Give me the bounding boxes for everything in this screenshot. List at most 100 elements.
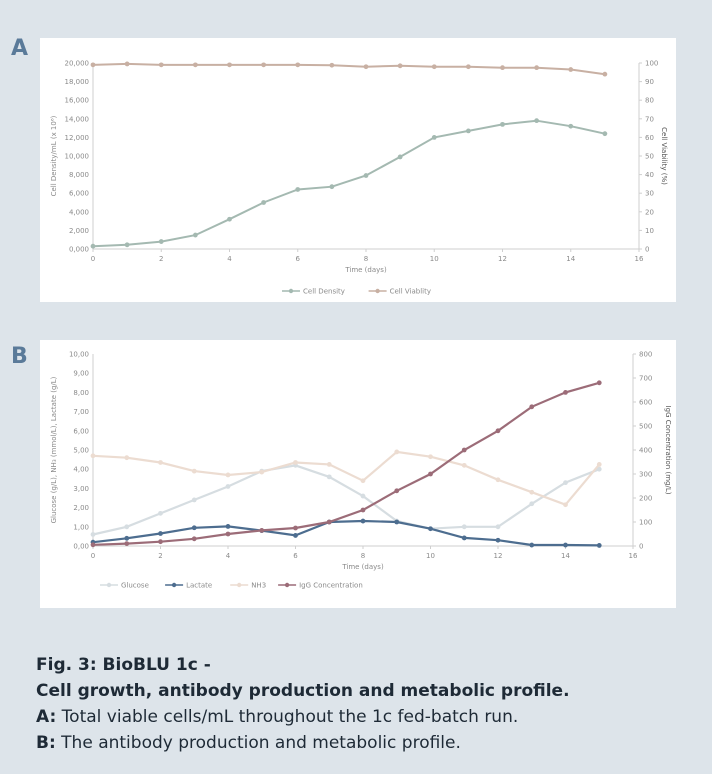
data-point-cell-viablity: [397, 63, 403, 69]
data-point-lactate: [158, 531, 163, 536]
data-point-cell-viablity: [329, 62, 335, 68]
data-point-glucose: [461, 524, 467, 530]
data-point-glucose: [563, 480, 568, 486]
x-tick-label: 4: [226, 552, 231, 560]
data-point-cell-viablity: [295, 62, 301, 68]
y-tick-label-left: 6,00: [73, 427, 89, 435]
caption-a-text: Total viable cells/mL throughout the 1c …: [56, 707, 519, 727]
panel-b: 0 2 4 6 8 10 12 14 16 0,00 1,00 2,00 3,00 4,00 5,00 6,0…: [40, 340, 676, 608]
y-tick-label-right: 200: [639, 495, 652, 503]
data-point-igg-concentration: [158, 539, 163, 545]
x-tick-label: 2: [158, 552, 162, 560]
data-point-nh3: [225, 472, 231, 478]
panel-a: 0 2 4 6 8 10 12 14 16 0,000 2,000 4,000 6,000 8,000 10…: [40, 38, 676, 302]
series-line-glucose: [92, 464, 600, 536]
data-point-cell-density: [124, 242, 130, 248]
data-point-cell-viablity: [534, 65, 540, 71]
y-tick-label-left: 0,000: [69, 246, 89, 254]
y-tick-label-left: 1,00: [73, 523, 89, 531]
series-line-cell-viablity: [92, 62, 606, 76]
x-tick-label: 6: [296, 255, 301, 263]
data-point-cell-viablity: [568, 67, 574, 72]
data-point-glucose: [495, 524, 501, 530]
data-point-cell-viablity: [261, 62, 267, 68]
y-axis-title-left: Cell Density/mL (x 10⁶): [50, 115, 58, 196]
y-tick-label-left: 5,00: [73, 447, 89, 455]
y-tick-label-left: 9,00: [73, 370, 89, 378]
y-tick-label-left: 7,00: [73, 408, 89, 416]
data-point-glucose: [191, 497, 197, 503]
y-tick-label-left: 8,00: [73, 389, 89, 397]
data-point-lactate: [360, 518, 366, 524]
data-point-cell-viablity: [363, 64, 369, 70]
y-tick-label-left: 10,000: [65, 153, 90, 161]
data-point-cell-density: [261, 200, 267, 205]
data-point-cell-density: [568, 123, 574, 129]
y-tick-label-right: 60: [645, 134, 654, 142]
y-tick-label-left: 16,000: [65, 97, 90, 105]
y-tick-label-left: 4,00: [73, 466, 89, 474]
data-point-nh3: [124, 455, 130, 461]
data-point-cell-density: [465, 128, 471, 134]
x-tick-label: 0: [91, 552, 95, 560]
data-point-cell-viablity: [431, 64, 437, 70]
x-tick-label: 0: [91, 255, 95, 263]
data-point-igg-concentration: [428, 471, 433, 477]
y-tick-label-left: 8,000: [69, 171, 89, 179]
data-point-lactate: [293, 533, 298, 538]
data-point-nh3: [529, 489, 535, 495]
data-point-cell-density: [363, 173, 369, 178]
legend-marker-lactate: [171, 582, 177, 588]
data-point-glucose: [124, 524, 130, 530]
data-point-lactate: [394, 519, 400, 525]
data-point-glucose: [529, 501, 535, 507]
y-tick-label-right: 100: [639, 519, 652, 527]
y-tick-label-right: 400: [639, 447, 652, 455]
data-point-cell-density: [295, 187, 301, 192]
y-tick-label-right: 800: [639, 351, 652, 359]
data-point-nh3: [495, 477, 501, 483]
panel-a-letter: A: [11, 36, 29, 61]
chart-a: 0 2 4 6 8 10 12 14 16 0,000 2,000 4,000 6,000 8,000 10…: [50, 60, 668, 296]
x-axis-title: Time (days): [344, 266, 387, 274]
data-point-cell-viablity: [124, 61, 130, 67]
data-point-lactate: [191, 525, 197, 531]
data-point-glucose: [90, 532, 96, 537]
y-tick-label-right: 600: [639, 399, 652, 407]
data-point-glucose: [225, 484, 231, 489]
legend-marker-igg-concentration: [284, 582, 290, 588]
data-point-nh3: [461, 462, 467, 468]
x-tick-label: 6: [293, 552, 298, 560]
legend-label-igg-concentration: IgG Concentration: [299, 582, 363, 590]
data-point-igg-concentration: [529, 404, 535, 410]
data-point-cell-viablity: [227, 62, 232, 68]
data-point-glucose: [360, 493, 366, 499]
x-tick-label: 16: [635, 255, 644, 263]
y-tick-label-left: 2,000: [69, 227, 89, 235]
caption-b-label: B:: [36, 733, 56, 753]
caption-b-text: The antibody production and metabolic pr…: [55, 733, 461, 753]
x-tick-label: 12: [498, 255, 507, 263]
data-point-igg-concentration: [259, 528, 265, 533]
caption-subtitle: Cell growth, antibody production and met…: [36, 681, 570, 701]
data-point-igg-concentration: [191, 536, 197, 542]
y-tick-label-right: 90: [645, 78, 654, 86]
series-line-nh3: [92, 450, 601, 507]
figure-caption: Fig. 3: BioBLU 1c - Cell growth, antibod…: [36, 652, 696, 756]
data-point-lactate: [225, 524, 231, 529]
series-line-igg-concentration: [92, 381, 600, 546]
y-tick-label-left: 14,000: [65, 115, 90, 123]
data-point-cell-density: [500, 121, 505, 127]
data-point-nh3: [326, 462, 332, 467]
data-point-nh3: [191, 468, 197, 474]
data-point-nh3: [563, 502, 568, 508]
data-point-igg-concentration: [461, 447, 467, 453]
y-tick-label-left: 2,00: [73, 504, 89, 512]
data-point-cell-density: [534, 118, 540, 124]
x-tick-label: 2: [159, 255, 163, 263]
data-point-igg-concentration: [225, 531, 231, 537]
legend-marker-cell-density: [288, 288, 294, 294]
data-point-cell-density: [192, 232, 198, 238]
data-point-igg-concentration: [394, 488, 400, 494]
x-tick-label: 16: [629, 552, 638, 560]
